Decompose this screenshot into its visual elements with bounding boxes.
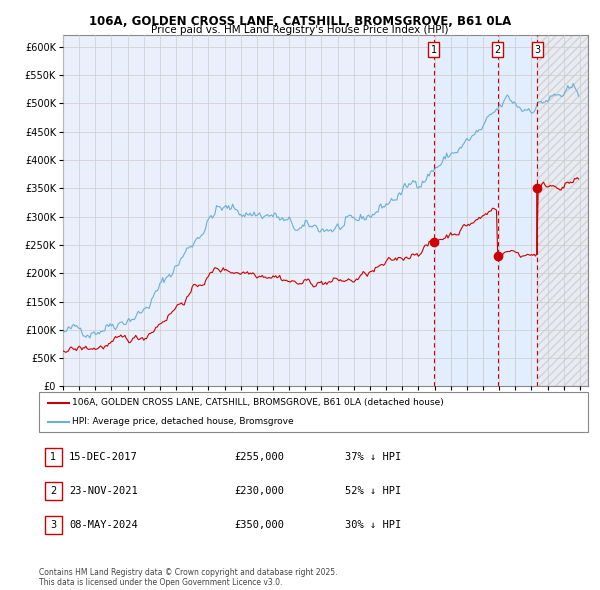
Text: 106A, GOLDEN CROSS LANE, CATSHILL, BROMSGROVE, B61 0LA (detached house): 106A, GOLDEN CROSS LANE, CATSHILL, BROMS… xyxy=(72,398,444,408)
Bar xyxy=(497,35,537,386)
Text: 52% ↓ HPI: 52% ↓ HPI xyxy=(345,486,401,496)
Text: 37% ↓ HPI: 37% ↓ HPI xyxy=(345,452,401,461)
Bar xyxy=(537,35,588,386)
Text: 23-NOV-2021: 23-NOV-2021 xyxy=(69,486,138,496)
Text: 2: 2 xyxy=(494,45,500,54)
Text: Contains HM Land Registry data © Crown copyright and database right 2025.
This d: Contains HM Land Registry data © Crown c… xyxy=(39,568,337,587)
Text: 106A, GOLDEN CROSS LANE, CATSHILL, BROMSGROVE, B61 0LA: 106A, GOLDEN CROSS LANE, CATSHILL, BROMS… xyxy=(89,15,511,28)
Text: 1: 1 xyxy=(431,45,437,54)
Text: 08-MAY-2024: 08-MAY-2024 xyxy=(69,520,138,530)
Text: £255,000: £255,000 xyxy=(234,452,284,461)
Text: Price paid vs. HM Land Registry's House Price Index (HPI): Price paid vs. HM Land Registry's House … xyxy=(151,25,449,35)
Text: 3: 3 xyxy=(534,45,541,54)
Text: 15-DEC-2017: 15-DEC-2017 xyxy=(69,452,138,461)
Text: HPI: Average price, detached house, Bromsgrove: HPI: Average price, detached house, Brom… xyxy=(72,417,293,427)
Text: £230,000: £230,000 xyxy=(234,486,284,496)
Text: 2: 2 xyxy=(50,486,56,496)
Bar xyxy=(434,35,497,386)
Text: 3: 3 xyxy=(50,520,56,530)
Text: 30% ↓ HPI: 30% ↓ HPI xyxy=(345,520,401,530)
Text: £350,000: £350,000 xyxy=(234,520,284,530)
Text: 1: 1 xyxy=(50,452,56,461)
